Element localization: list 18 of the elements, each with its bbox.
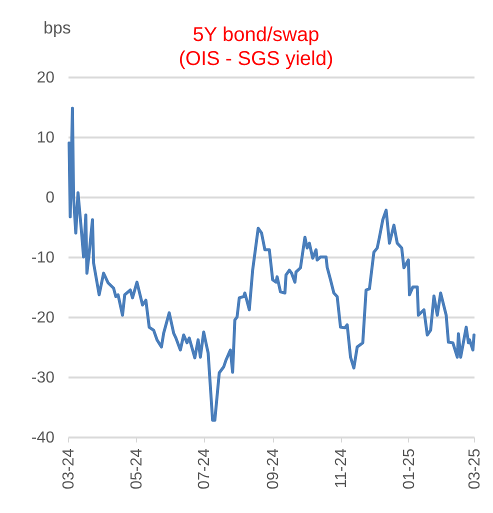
y-tick-label: -30 bbox=[31, 370, 55, 386]
x-tick-label: 03-25 bbox=[466, 448, 484, 490]
x-tick-label: 03-24 bbox=[60, 448, 78, 490]
chart-subtitle: (OIS - SGS yield) bbox=[178, 48, 334, 70]
x-tick-label: 09-24 bbox=[265, 448, 282, 490]
line-series bbox=[68, 106, 476, 422]
x-tick-label: 05-24 bbox=[128, 448, 146, 490]
y-axis-title: bps bbox=[44, 18, 71, 38]
y-tick-label: -40 bbox=[31, 430, 55, 446]
y-tick-label: 10 bbox=[36, 130, 55, 146]
x-tick-label: 01-25 bbox=[400, 448, 418, 490]
x-tick-label: 07-24 bbox=[196, 448, 214, 490]
y-tick-label: 0 bbox=[46, 190, 55, 206]
y-tick-label: -10 bbox=[31, 250, 55, 266]
y-tick-label: -20 bbox=[31, 310, 55, 326]
x-tick-label: 11-24 bbox=[333, 448, 350, 488]
chart-title: 5Y bond/swap bbox=[192, 24, 320, 46]
y-tick-label: 20 bbox=[36, 70, 55, 86]
